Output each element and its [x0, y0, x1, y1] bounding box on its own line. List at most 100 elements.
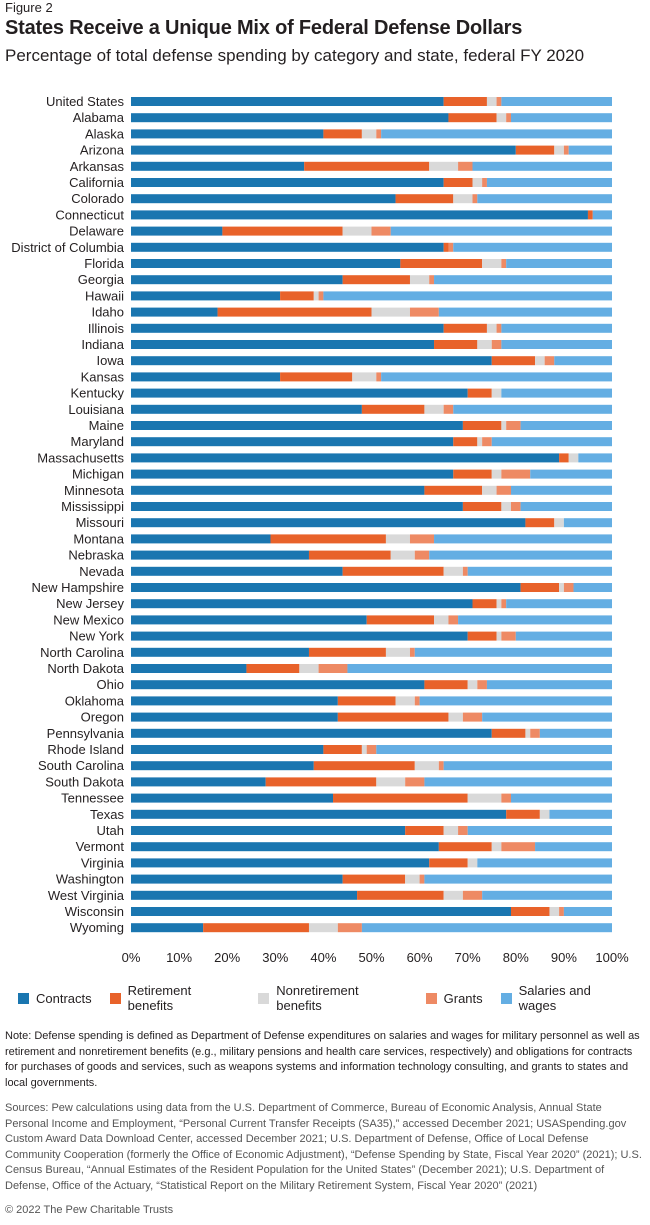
bar-segment [131, 178, 444, 187]
bar-segment [486, 178, 612, 187]
bar-segment [467, 680, 478, 690]
bar-segment [131, 712, 338, 722]
bar-segment [482, 485, 497, 495]
legend-label: Retirement benefits [127, 983, 192, 1013]
bar-segment [131, 194, 396, 204]
category-label: New Jersey [56, 596, 124, 611]
bar-segment [131, 761, 314, 771]
bar-segment [361, 404, 425, 414]
bar-segment [559, 453, 569, 463]
category-label: New Mexico [53, 612, 124, 627]
legend-swatch [258, 992, 270, 1004]
copyright: © 2022 The Pew Charitable Trusts [5, 1204, 174, 1216]
bar-segment [510, 113, 612, 123]
bar-segment [515, 631, 612, 641]
legend-label: Salaries and wages [518, 983, 591, 1013]
bar-segment [458, 161, 473, 171]
bar-segment [462, 890, 483, 900]
bar-segment [323, 129, 362, 139]
bar-segment [131, 97, 444, 106]
bar-segment [568, 145, 612, 155]
bar-segment [443, 566, 463, 576]
bar-segment [429, 550, 612, 560]
bar-segment [578, 453, 612, 463]
bar-segment [131, 777, 266, 787]
bar-segment [131, 583, 521, 592]
bar-segment [342, 874, 406, 884]
bar-segment [308, 647, 386, 657]
bar-segment [554, 356, 612, 366]
bar-segment [467, 793, 502, 803]
category-label: Massachusetts [37, 450, 124, 465]
bar-segment [366, 745, 377, 754]
legend-swatch [425, 992, 437, 1004]
bar-segment [544, 356, 555, 366]
bar-segment [313, 761, 415, 771]
bar-segment [361, 923, 612, 933]
category-label: Kentucky [71, 386, 125, 401]
category-label: Illinois [88, 321, 125, 336]
bar-segment [434, 615, 449, 625]
bar-segment [131, 291, 281, 301]
bar-segment [337, 712, 449, 722]
bar-segment [573, 583, 612, 592]
bar-segment [308, 550, 391, 560]
bar-segment [453, 469, 492, 479]
bar-segment [131, 923, 204, 933]
bar-segment [496, 323, 502, 333]
bar-segment [467, 826, 612, 835]
category-label: Delaware [69, 224, 124, 239]
bar-segment [510, 485, 612, 495]
bar-segment [496, 485, 511, 495]
bar-segment [131, 259, 401, 268]
bar-segment [592, 210, 612, 220]
category-label: Maryland [71, 434, 124, 449]
bar-segment [347, 664, 612, 673]
category-label: Minnesota [64, 483, 125, 498]
bar-segment [525, 728, 531, 738]
legend-label: Nonretirement benefits [276, 983, 359, 1013]
legend-swatch [109, 992, 121, 1004]
bar-segment [203, 923, 309, 933]
bar-segment [443, 323, 487, 333]
bar-segment [131, 340, 435, 349]
bar-segment [131, 210, 588, 220]
bar-segment [491, 469, 502, 479]
bar-segment [131, 890, 358, 900]
category-label: Alaska [85, 126, 125, 141]
bar-segment [270, 534, 386, 544]
x-tick-label: 90% [551, 950, 577, 965]
bar-segment [501, 793, 511, 803]
bar-segment [559, 583, 564, 592]
bar-segment [131, 437, 454, 447]
category-label: Florida [84, 256, 125, 271]
bar-segment [424, 777, 612, 787]
bar-segment [491, 340, 502, 349]
bar-segment [222, 226, 343, 236]
bar-segment [409, 534, 435, 544]
bar-segment [443, 242, 449, 252]
bar-segment [381, 372, 612, 382]
bar-segment [371, 226, 391, 236]
category-label: Rhode Island [47, 742, 124, 757]
chart-subtitle: Percentage of total defense spending by … [5, 46, 585, 65]
bar-segment [131, 502, 463, 511]
bar-segment [453, 404, 612, 414]
bar-segment [429, 161, 459, 171]
legend-label: Grants [443, 990, 483, 1006]
x-tick-label: 40% [310, 950, 336, 965]
category-label: Connecticut [55, 207, 124, 222]
bar-segment [434, 275, 612, 285]
bar-segment [429, 275, 435, 285]
category-label: Mississippi [61, 499, 124, 514]
legend-swatch [500, 992, 512, 1004]
category-label: Texas [90, 807, 124, 822]
x-tick-label: 0% [122, 950, 141, 965]
category-label: Iowa [97, 353, 125, 368]
bar-segment [131, 242, 444, 252]
category-label: Kansas [81, 369, 125, 384]
bar-segment [385, 534, 410, 544]
bar-segment [462, 502, 502, 511]
bar-segment [482, 437, 492, 447]
